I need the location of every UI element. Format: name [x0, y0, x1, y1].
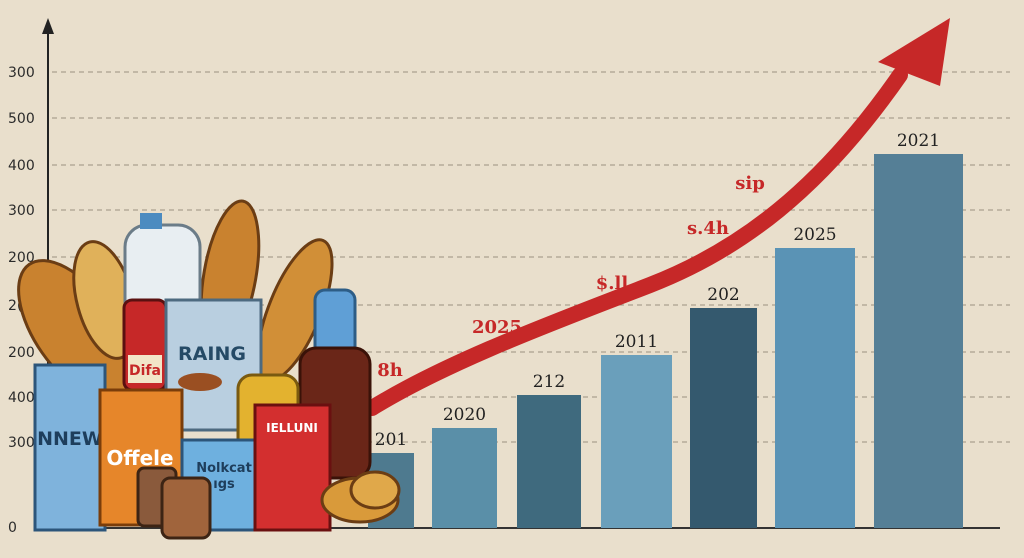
bar	[517, 395, 581, 528]
bar-label: 201	[375, 430, 407, 450]
package-text: NNEW	[37, 428, 103, 450]
bar-label: 212	[533, 372, 565, 392]
annotation: 2025	[472, 317, 522, 338]
carton	[33, 363, 107, 532]
trend-arrow-head	[878, 18, 950, 86]
package-text: IELLUNI	[266, 421, 318, 435]
package-text: RAING	[178, 343, 246, 365]
axis-label: 500	[8, 111, 35, 127]
bar-label: 202	[707, 285, 739, 305]
bar	[775, 248, 855, 528]
annotation: $.ll	[596, 273, 629, 294]
trend-arrow	[364, 67, 908, 416]
axis-arrow	[42, 18, 54, 34]
bun	[349, 470, 401, 510]
axis-label: 200	[8, 250, 35, 266]
axis-label: 200	[8, 345, 35, 361]
bar-label: 2020	[443, 405, 486, 425]
annotation: s.4h	[687, 218, 729, 239]
axis-label: 300	[8, 65, 35, 81]
bar-label: 2021	[897, 131, 940, 151]
annotation: sip	[735, 173, 765, 194]
axis-label: 400	[8, 390, 35, 406]
package-text: ıgs	[213, 477, 235, 492]
package-text: Nolkcat	[196, 461, 252, 476]
annotations: 8h 2025 $.ll s.4h sip	[377, 173, 765, 381]
axis-label: 400	[8, 158, 35, 174]
bottle-cap	[140, 213, 162, 229]
bar	[690, 308, 757, 528]
jar	[160, 476, 212, 540]
axis-label: 300	[8, 435, 35, 451]
package-text: Difa	[129, 363, 161, 379]
groceries: Difa RAING NNEW Offele Nolkcat ıgs IELLU…	[17, 199, 401, 540]
bar-label: 2025	[793, 225, 836, 245]
decoration	[178, 373, 222, 391]
annotation: 8h	[377, 360, 403, 381]
bar	[874, 154, 963, 528]
box	[253, 403, 332, 532]
label	[128, 355, 162, 383]
bars: 201 2020 212 2011 202 2025 2021	[368, 131, 963, 528]
bar-label: 2011	[615, 332, 658, 352]
axis-label: 300	[8, 203, 35, 219]
package-text: Offele	[106, 446, 173, 470]
axis-label: 0	[8, 520, 17, 536]
bar	[432, 428, 497, 528]
bar	[601, 355, 672, 528]
